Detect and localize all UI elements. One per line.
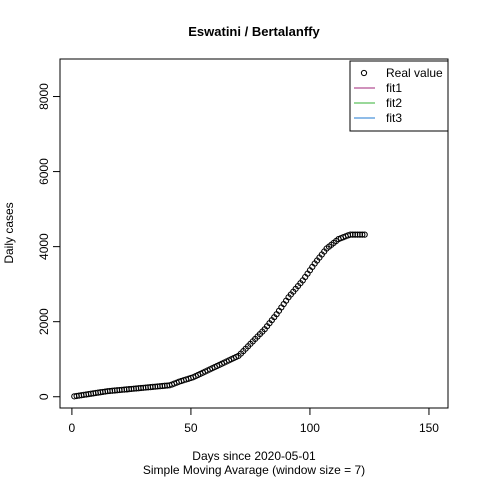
legend-marker-real-value <box>360 69 368 77</box>
x-tick-label: 150 <box>419 421 439 435</box>
legend-label-fit3: fit3 <box>386 111 402 125</box>
y-tick-label: 0 <box>37 393 51 400</box>
legend-label-real-value: Real value <box>386 66 443 80</box>
y-tick-label: 6000 <box>37 158 51 185</box>
y-tick-label: 4000 <box>37 233 51 260</box>
x-tick-label: 50 <box>184 421 198 435</box>
data-points <box>71 231 368 400</box>
x-tick-label: 100 <box>300 421 320 435</box>
data-point <box>359 231 366 238</box>
x-tick-label: 0 <box>69 421 76 435</box>
chart-title: Eswatini / Bertalanffy <box>188 24 320 39</box>
x-axis-label: Days since 2020-05-01 <box>192 449 316 463</box>
legend-label-fit2: fit2 <box>386 96 402 110</box>
y-tick-label: 2000 <box>37 308 51 335</box>
chart-subtitle: Simple Moving Avarage (window size = 7) <box>143 463 365 477</box>
y-axis-label: Daily cases <box>2 202 16 263</box>
y-tick-label: 8000 <box>37 83 51 110</box>
y-axis: 0 2000 4000 6000 8000 <box>37 83 61 400</box>
x-axis: 0 50 100 150 <box>69 407 439 435</box>
data-point <box>361 231 368 238</box>
legend: Real value fit1 fit2 fit3 <box>349 60 449 132</box>
legend-label-fit1: fit1 <box>386 81 402 95</box>
